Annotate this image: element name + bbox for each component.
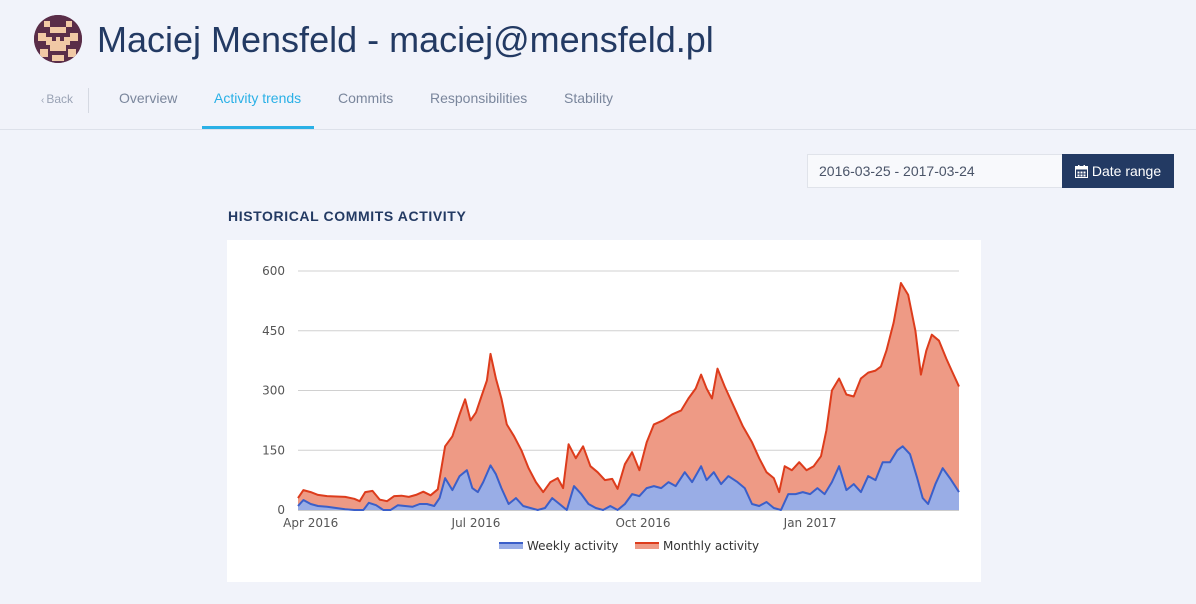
legend-swatch-line <box>635 542 659 544</box>
legend-label: Weekly activity <box>527 539 618 553</box>
x-tick-label: Apr 2016 <box>283 516 338 530</box>
chart-card: 0 150 300 450 600 Apr 2016 Jul 2016 Oct 2016 Ja… <box>227 240 981 582</box>
date-range-input[interactable] <box>807 154 1063 188</box>
x-tick-label: Jul 2016 <box>451 516 501 530</box>
page-header: Maciej Mensfeld - maciej@mensfeld.pl ‹ Ba… <box>0 0 1196 130</box>
avatar <box>34 15 82 63</box>
monthly-activity-line <box>297 282 960 503</box>
x-tick-label: Oct 2016 <box>615 516 670 530</box>
y-tick-label: 150 <box>262 443 285 457</box>
tab-overview[interactable]: Overview <box>119 90 178 106</box>
tab-commits[interactable]: Commits <box>338 90 394 106</box>
page-title: Maciej Mensfeld - maciej@mensfeld.pl <box>97 19 714 60</box>
section-title: HISTORICAL COMMITS ACTIVITY <box>228 208 467 224</box>
legend-swatch-line <box>499 542 523 544</box>
y-tick-label: 600 <box>262 264 285 278</box>
tab-stability[interactable]: Stability <box>564 90 614 106</box>
legend-item-weekly-activity[interactable]: Weekly activity <box>499 539 618 553</box>
y-tick-label: 0 <box>277 503 285 517</box>
x-tick-label: Jan 2017 <box>783 516 837 530</box>
y-tick-label: 450 <box>262 324 285 338</box>
legend-swatch <box>499 542 523 549</box>
calendar-icon <box>1074 164 1088 178</box>
y-tick-label: 300 <box>262 384 285 398</box>
legend-label: Monthly activity <box>663 539 759 553</box>
monthly-activity-area <box>298 283 959 510</box>
activity-chart: 0 150 300 450 600 Apr 2016 Jul 2016 Oct 2016 Ja… <box>262 264 960 553</box>
weekly-activity-area <box>298 446 959 510</box>
weekly-activity-line <box>297 445 960 511</box>
back-label: Back <box>46 92 74 106</box>
date-range-button-label: Date range <box>1091 163 1162 179</box>
back-link[interactable]: ‹ Back <box>41 92 73 106</box>
legend-swatch <box>635 542 659 549</box>
tab-activity-trends[interactable]: Activity trends <box>214 90 302 106</box>
active-tab-indicator <box>202 126 314 129</box>
date-range-button[interactable]: Date range <box>1062 154 1174 188</box>
legend-item-monthly-activity[interactable]: Monthly activity <box>635 539 759 553</box>
chevron-left-icon: ‹ <box>41 95 45 106</box>
nav-divider <box>88 88 89 113</box>
tab-responsibilities[interactable]: Responsibilities <box>430 90 528 106</box>
